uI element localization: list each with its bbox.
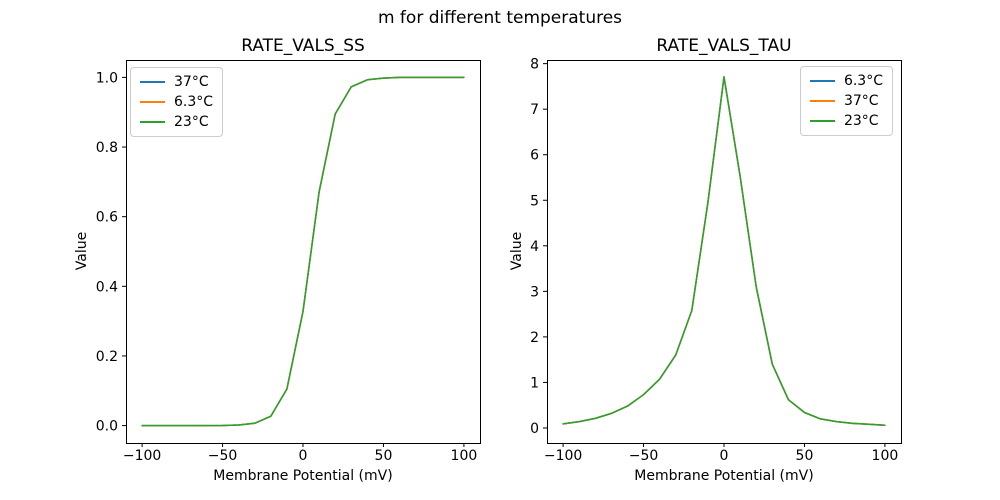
y-tick-label: 5 bbox=[530, 193, 539, 209]
y-tick-label: 0.2 bbox=[96, 349, 118, 365]
x-tick-label: 50 bbox=[796, 448, 814, 464]
y-tick-label: 0.6 bbox=[96, 210, 118, 226]
legend-entry: 6.3°C bbox=[809, 71, 883, 91]
series-line-23-c bbox=[141, 76, 465, 427]
x-tick-label: −50 bbox=[208, 448, 238, 464]
y-tick-label: 0.8 bbox=[96, 140, 118, 156]
x-tick-label: 100 bbox=[451, 448, 478, 464]
legend-entry: 6.3°C bbox=[140, 92, 213, 112]
x-axis-label-ss: Membrane Potential (mV) bbox=[213, 468, 393, 484]
legend-entry: 23°C bbox=[140, 112, 213, 132]
y-tick-label: 7 bbox=[530, 102, 539, 118]
legend-ss: 37°C 6.3°C 23°C bbox=[130, 67, 224, 137]
legend-label: 6.3°C bbox=[174, 94, 214, 110]
y-axis-label-tau: Value bbox=[509, 231, 525, 271]
y-tick-label: 1.0 bbox=[96, 70, 118, 86]
x-tick-label: 50 bbox=[375, 448, 393, 464]
legend-tau: 6.3°C 37°C 23°C bbox=[799, 66, 893, 136]
x-tick-label: −50 bbox=[629, 448, 659, 464]
y-tick-label: 3 bbox=[530, 284, 539, 300]
x-tick-label: 100 bbox=[872, 448, 899, 464]
legend-label: 37°C bbox=[174, 74, 209, 90]
legend-entry: 37°C bbox=[140, 72, 213, 92]
legend-label: 23°C bbox=[843, 113, 879, 129]
legend-label: 23°C bbox=[174, 114, 209, 130]
legend-line-sample bbox=[140, 81, 165, 83]
legend-label: 37°C bbox=[843, 93, 879, 109]
legend-label: 6.3°C bbox=[843, 73, 883, 89]
x-axis-label-tau: Membrane Potential (mV) bbox=[634, 468, 814, 484]
legend-line-sample bbox=[140, 101, 165, 103]
legend-entry: 23°C bbox=[809, 111, 883, 131]
y-tick-label: 0 bbox=[530, 421, 539, 437]
figure-suptitle: m for different temperatures bbox=[377, 8, 623, 28]
y-tick-label: 0.0 bbox=[96, 419, 118, 435]
series-line-23-c bbox=[562, 76, 886, 426]
y-tick-label: 4 bbox=[530, 239, 539, 255]
subplot-title-tau: RATE_VALS_TAU bbox=[656, 36, 792, 56]
subplot-title-ss: RATE_VALS_SS bbox=[241, 36, 365, 56]
x-tick-label: 0 bbox=[720, 448, 729, 464]
x-tick-label: −100 bbox=[123, 448, 161, 464]
y-tick-label: 6 bbox=[530, 148, 539, 164]
y-tick-label: 1 bbox=[530, 375, 539, 391]
legend-line-sample bbox=[809, 120, 835, 122]
y-tick-label: 8 bbox=[530, 57, 539, 73]
legend-line-sample bbox=[140, 121, 165, 123]
legend-line-sample bbox=[809, 100, 835, 102]
y-tick-label: 2 bbox=[530, 330, 539, 346]
legend-line-sample bbox=[809, 80, 835, 82]
legend-entry: 37°C bbox=[809, 91, 883, 111]
y-tick-label: 0.4 bbox=[96, 279, 118, 295]
x-tick-label: −100 bbox=[544, 448, 582, 464]
y-axis-label-ss: Value bbox=[74, 231, 90, 271]
x-tick-label: 0 bbox=[299, 448, 308, 464]
